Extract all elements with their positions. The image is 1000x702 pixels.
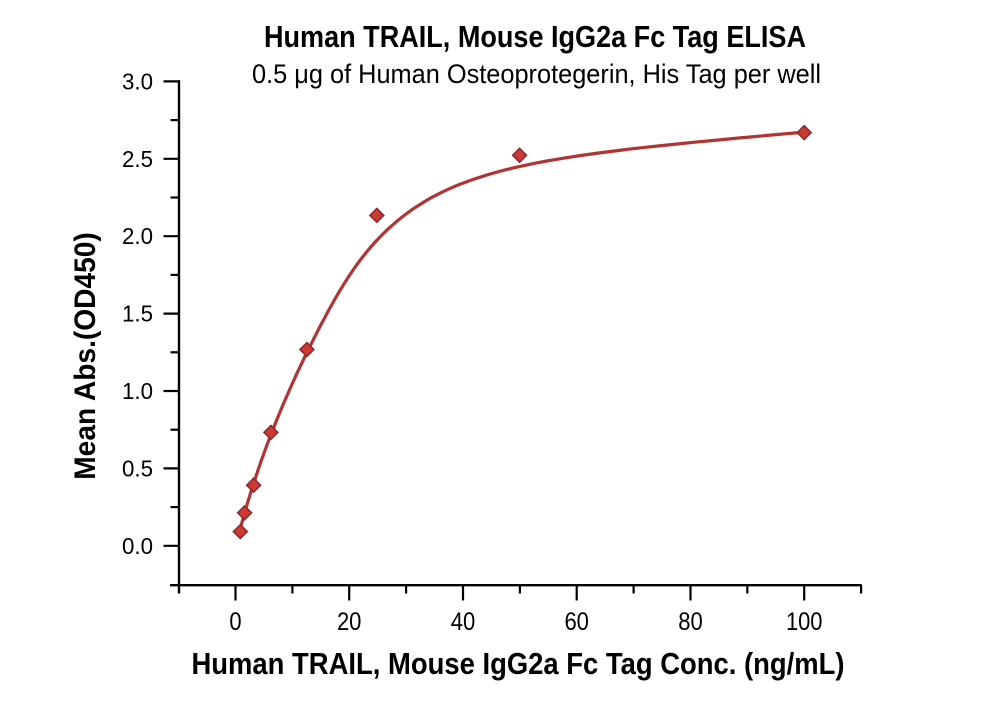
svg-text:0: 0 bbox=[229, 608, 241, 636]
svg-text:1.5: 1.5 bbox=[122, 301, 153, 327]
svg-text:20: 20 bbox=[337, 608, 362, 636]
svg-text:1.0: 1.0 bbox=[122, 378, 153, 404]
svg-text:3.0: 3.0 bbox=[122, 68, 153, 94]
svg-text:80: 80 bbox=[678, 608, 703, 636]
svg-text:0.5 μg of Human Osteoprotegeri: 0.5 μg of Human Osteoprotegerin, His Tag… bbox=[252, 59, 821, 89]
svg-text:60: 60 bbox=[564, 608, 589, 636]
svg-text:Mean Abs.(OD450): Mean Abs.(OD450) bbox=[69, 232, 102, 480]
svg-text:Human TRAIL, Mouse IgG2a Fc Ta: Human TRAIL, Mouse IgG2a Fc Tag ELISA bbox=[264, 19, 806, 54]
svg-text:100: 100 bbox=[786, 608, 823, 636]
svg-text:2.0: 2.0 bbox=[122, 223, 153, 249]
svg-text:Human TRAIL, Mouse IgG2a Fc Ta: Human TRAIL, Mouse IgG2a Fc Tag Conc. (n… bbox=[192, 646, 845, 681]
svg-text:0.0: 0.0 bbox=[122, 533, 153, 559]
svg-text:40: 40 bbox=[451, 608, 476, 636]
svg-text:2.5: 2.5 bbox=[122, 146, 153, 172]
svg-text:0.5: 0.5 bbox=[122, 455, 153, 481]
